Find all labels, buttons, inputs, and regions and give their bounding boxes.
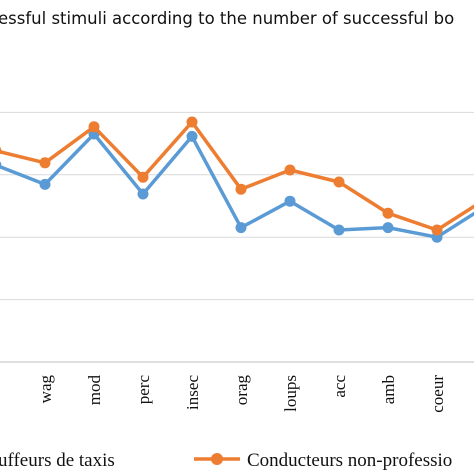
legend-swatch-marker-series-2	[211, 453, 223, 465]
series-2-point-7	[333, 176, 345, 188]
series-2-point-0	[0, 147, 2, 155]
x-tick-label-perc: perc	[134, 375, 153, 405]
x-tick-label-coeur: coeur	[428, 375, 447, 413]
series-2-line	[0, 120, 474, 232]
legend: uffeurs de taxis Conducteurs non-professi…	[0, 450, 452, 471]
series-1-point-8	[382, 222, 394, 234]
series-1-point-4	[186, 130, 198, 142]
series-2-point-8	[382, 207, 394, 219]
series-layer	[0, 116, 474, 243]
x-tick-label-wag: wag	[36, 375, 55, 404]
series-2	[0, 116, 474, 236]
x-tick-label-mod: mod	[85, 375, 104, 406]
series-2-point-5	[235, 183, 247, 195]
legend-label-series-2: Conducteurs non-professio	[247, 450, 452, 471]
series-1-point-6	[284, 195, 296, 207]
series-2-point-9	[431, 224, 443, 236]
x-tick-labels: wagmodpercinsecoragloupsaccambcoeuraccou	[36, 375, 447, 413]
series-2-point-1	[39, 157, 51, 169]
legend-label-series-1: uffeurs de taxis	[0, 450, 115, 471]
x-tick-label-amb: amb	[379, 375, 398, 404]
series-1-point-5	[235, 222, 247, 234]
series-2-point-2	[88, 121, 100, 133]
series-1-point-3	[137, 188, 149, 200]
series-1-point-1	[39, 178, 51, 190]
series-1-point-7	[333, 224, 345, 236]
gridlines	[0, 111, 474, 301]
x-tick-label-insec: insec	[183, 375, 202, 410]
series-2-point-3	[137, 171, 149, 183]
chart-title: essful stimuli according to the number o…	[0, 9, 454, 28]
series-1-point-0	[0, 161, 2, 169]
series-2-point-6	[284, 164, 296, 176]
x-tick-label-orag: orag	[232, 375, 251, 406]
x-tick-label-acc: acc	[330, 375, 349, 398]
x-tick-label-loups: loups	[281, 375, 300, 412]
series-2-point-4	[186, 116, 198, 128]
